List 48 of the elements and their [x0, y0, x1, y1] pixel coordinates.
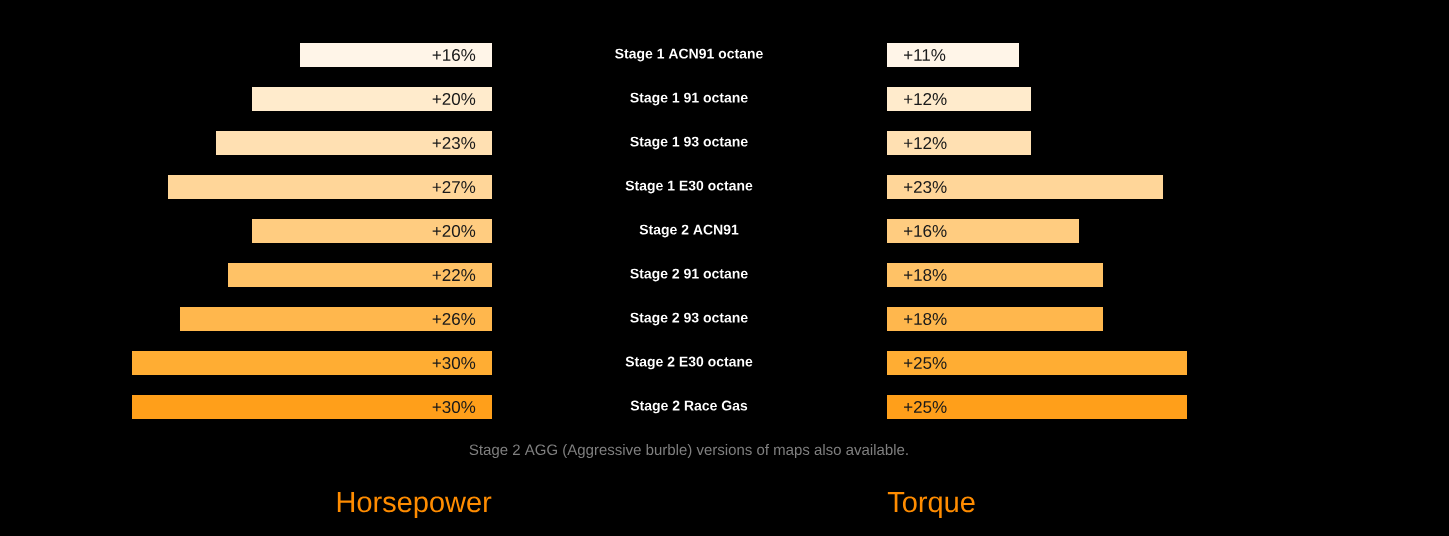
data-label: +16%: [904, 224, 947, 238]
y-tick-label: Stage 2 93 octane: [630, 312, 748, 326]
bar: [887, 307, 1103, 332]
y-tick-label: Stage 2 91 octane: [630, 268, 748, 282]
bar: [887, 351, 1188, 375]
bar: [300, 43, 492, 68]
data-label: +25%: [904, 356, 947, 370]
data-label: +12%: [904, 137, 947, 149]
y-tick-label: Stage 1 91 octane: [630, 92, 748, 106]
text: Horsepower: [337, 492, 492, 519]
y-tick-label: Stage 1 93 octane: [630, 136, 748, 150]
bar: [887, 219, 1079, 244]
y-tick-label: Stage 2 ACN91: [639, 224, 739, 238]
bar: [887, 175, 1164, 200]
data-label: +20%: [432, 224, 476, 238]
data-label: +27%: [432, 181, 476, 193]
data-label: +26%: [432, 312, 476, 326]
bar: [228, 263, 492, 288]
bar: [168, 175, 492, 200]
bar: [216, 131, 492, 156]
text: Torque: [887, 492, 975, 519]
data-label: +30%: [432, 356, 476, 370]
y-tick-label: Stage 2 E30 octane: [625, 356, 753, 370]
data-label: +23%: [904, 180, 947, 194]
y-tick-label: Stage 1 E30 octane: [625, 180, 753, 194]
data-label: +30%: [432, 400, 476, 414]
bar: [252, 87, 492, 112]
bar: [887, 43, 1019, 68]
data-label: +18%: [904, 312, 947, 326]
data-label: +25%: [904, 400, 947, 414]
data-label: +20%: [432, 92, 476, 106]
bar: [180, 307, 492, 332]
bar: [132, 351, 492, 375]
data-label: +18%: [904, 268, 947, 282]
bar: [887, 87, 1031, 112]
bar: [887, 263, 1103, 288]
data-label: +16%: [432, 48, 476, 62]
bar: [252, 219, 492, 244]
data-label: +12%: [904, 93, 947, 105]
y-tick-label: Stage 1 ACN91 octane: [615, 48, 763, 62]
text: Stage 2 AGG (Aggressive burble) versions of maps also available.: [469, 444, 908, 458]
data-label: +23%: [432, 136, 476, 150]
data-label: +11%: [904, 49, 946, 61]
bar: [132, 395, 492, 419]
data-label: +22%: [432, 269, 476, 281]
bar: [887, 131, 1031, 156]
bar: [887, 395, 1188, 419]
y-tick-label: Stage 2 Race Gas: [630, 400, 748, 414]
